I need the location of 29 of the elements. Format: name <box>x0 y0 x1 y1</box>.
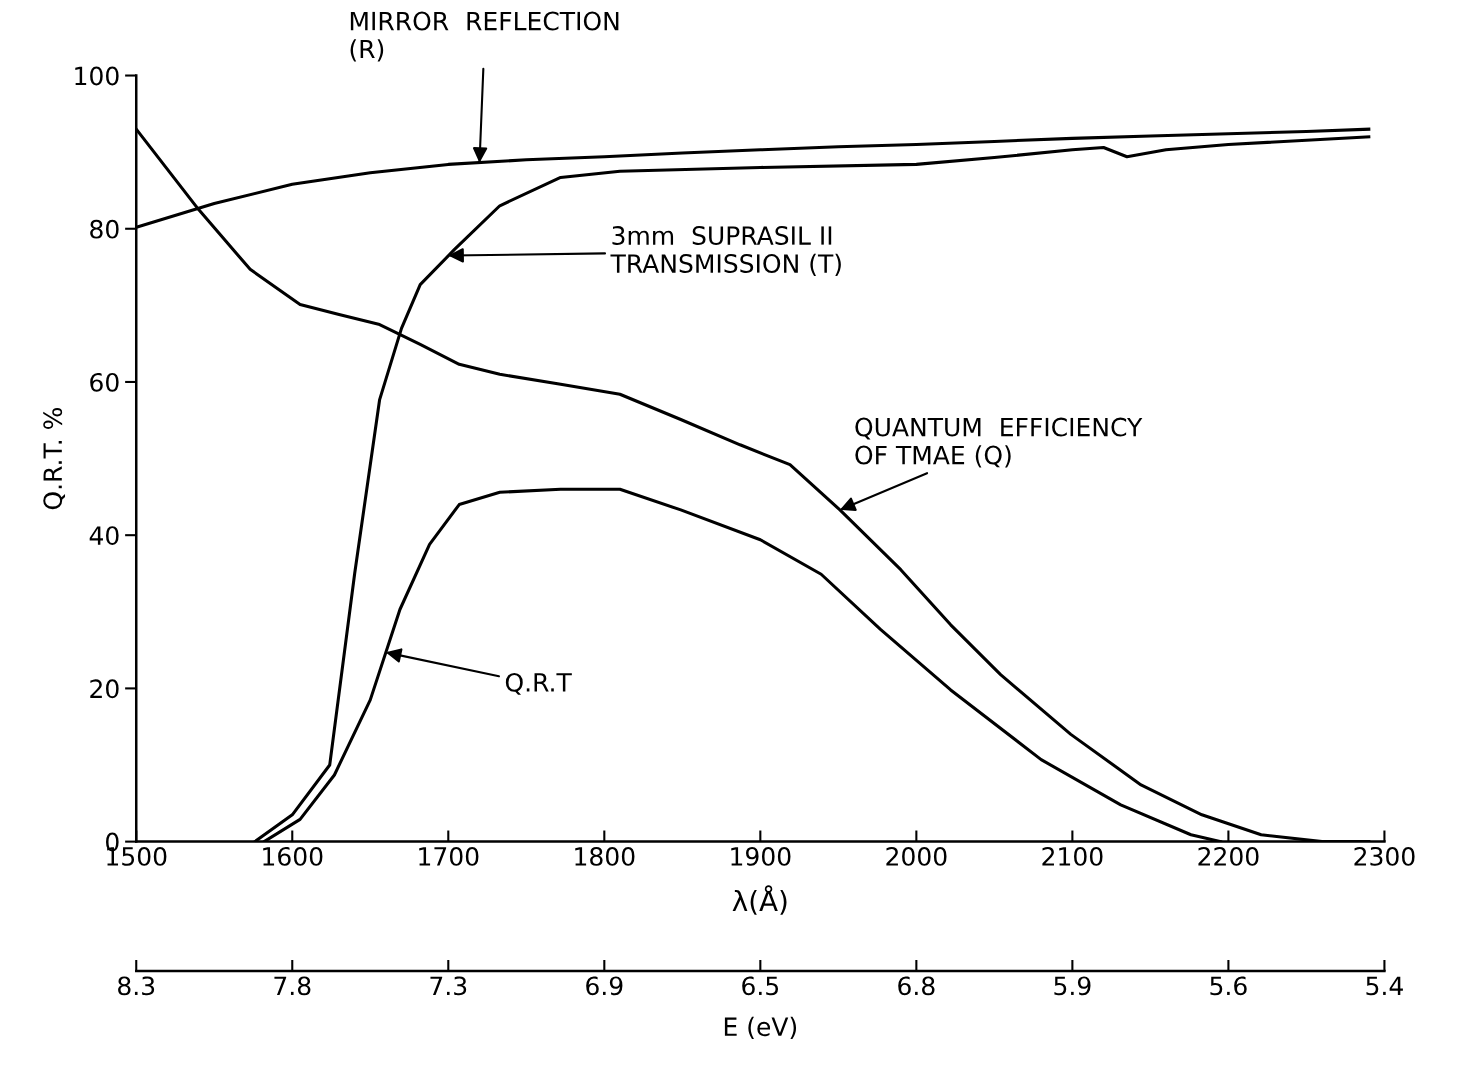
category-label: 5.4 <box>1366 976 1403 996</box>
category-label: 6.8 <box>898 976 935 996</box>
category-label: 6.5 <box>742 976 779 996</box>
category-label: 6.9 <box>586 976 623 996</box>
x-tick-label: 1800 <box>575 846 635 866</box>
x-tick-label: 2200 <box>1198 846 1259 866</box>
x-tick-label: 1700 <box>419 846 479 866</box>
y-tick-label: 40 <box>89 526 119 546</box>
y-tick-label: 60 <box>90 372 119 392</box>
annotation: 3mm SUPRASIL II TRANSMISSION (T) <box>610 226 841 276</box>
x-tick-label: 2300 <box>1354 846 1415 866</box>
category-label: 5.9 <box>1054 976 1091 996</box>
category-label: 7.3 <box>430 976 467 996</box>
y-axis-title: Q.R.T. % <box>43 407 66 510</box>
x-tick-label: 1900 <box>731 846 791 866</box>
y-tick-label: 80 <box>90 219 119 239</box>
annotation: Q.R.T <box>505 672 572 695</box>
category-label: 5.6 <box>1210 976 1247 996</box>
y-tick-label: 100 <box>75 66 119 86</box>
annotation: QUANTUM EFFICIENCY OF TMAE (Q) <box>855 417 1143 468</box>
category-label: 8.3 <box>118 976 155 996</box>
y-tick-label: 20 <box>90 679 119 699</box>
x-tick-label: 1600 <box>263 846 323 866</box>
x-tick-label: 2100 <box>1042 846 1103 866</box>
x-axis-title: λ(Å) <box>732 885 787 915</box>
annotation: MIRROR REFLECTION (R) <box>350 11 619 62</box>
category-label: 7.8 <box>274 976 311 996</box>
x-tick-label: 2000 <box>886 846 947 866</box>
text: E (eV) <box>724 1016 797 1040</box>
